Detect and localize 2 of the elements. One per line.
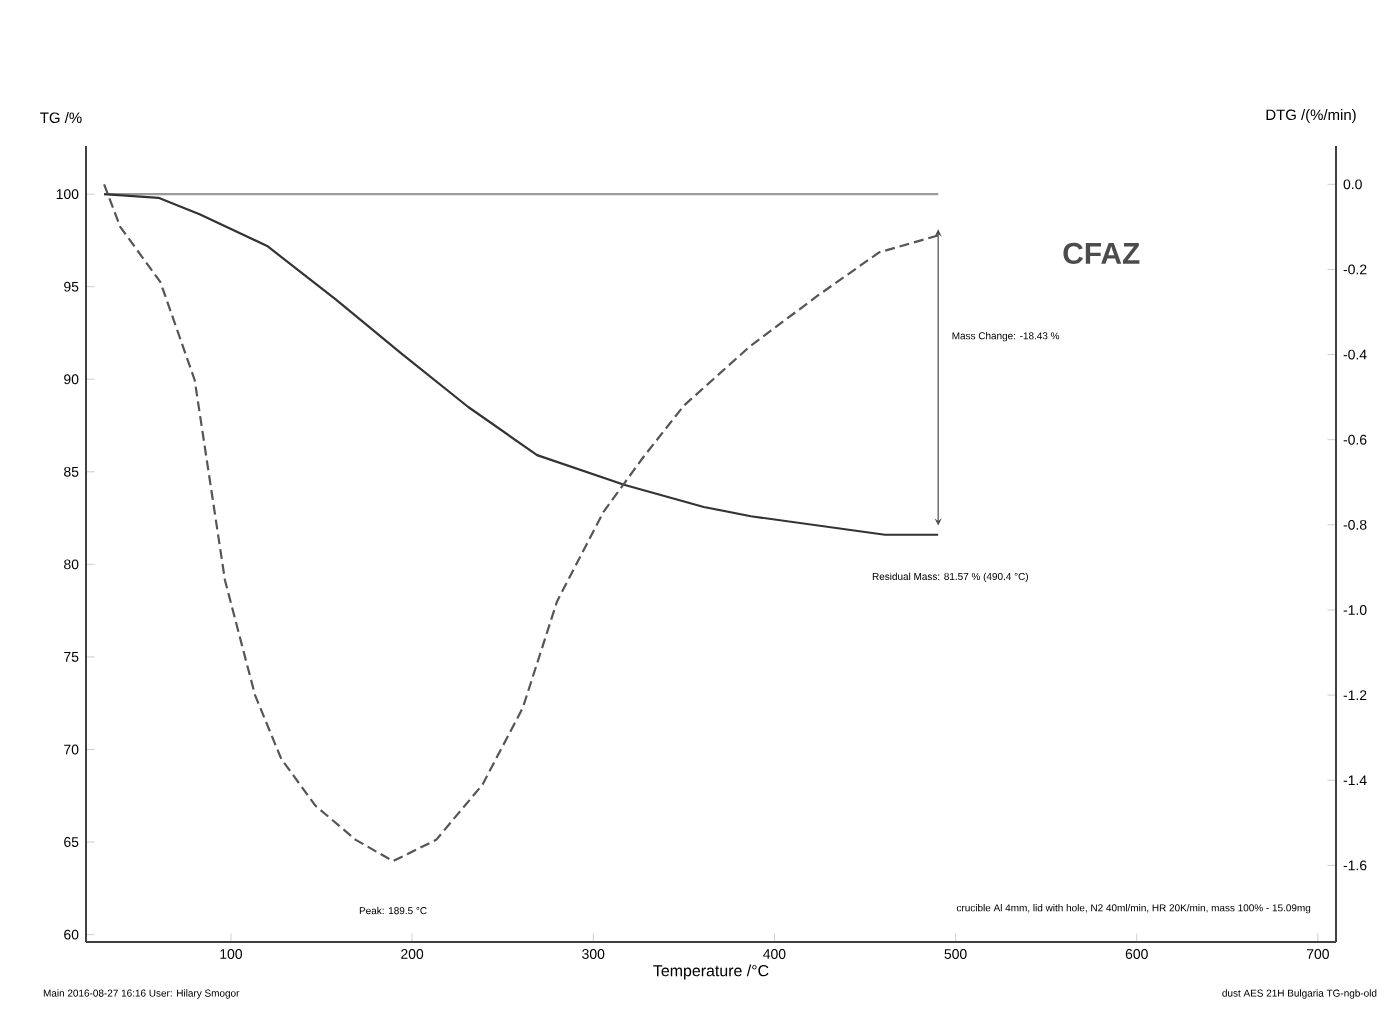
annotation: CFAZ bbox=[1063, 242, 1140, 264]
line-series bbox=[103, 183, 942, 863]
